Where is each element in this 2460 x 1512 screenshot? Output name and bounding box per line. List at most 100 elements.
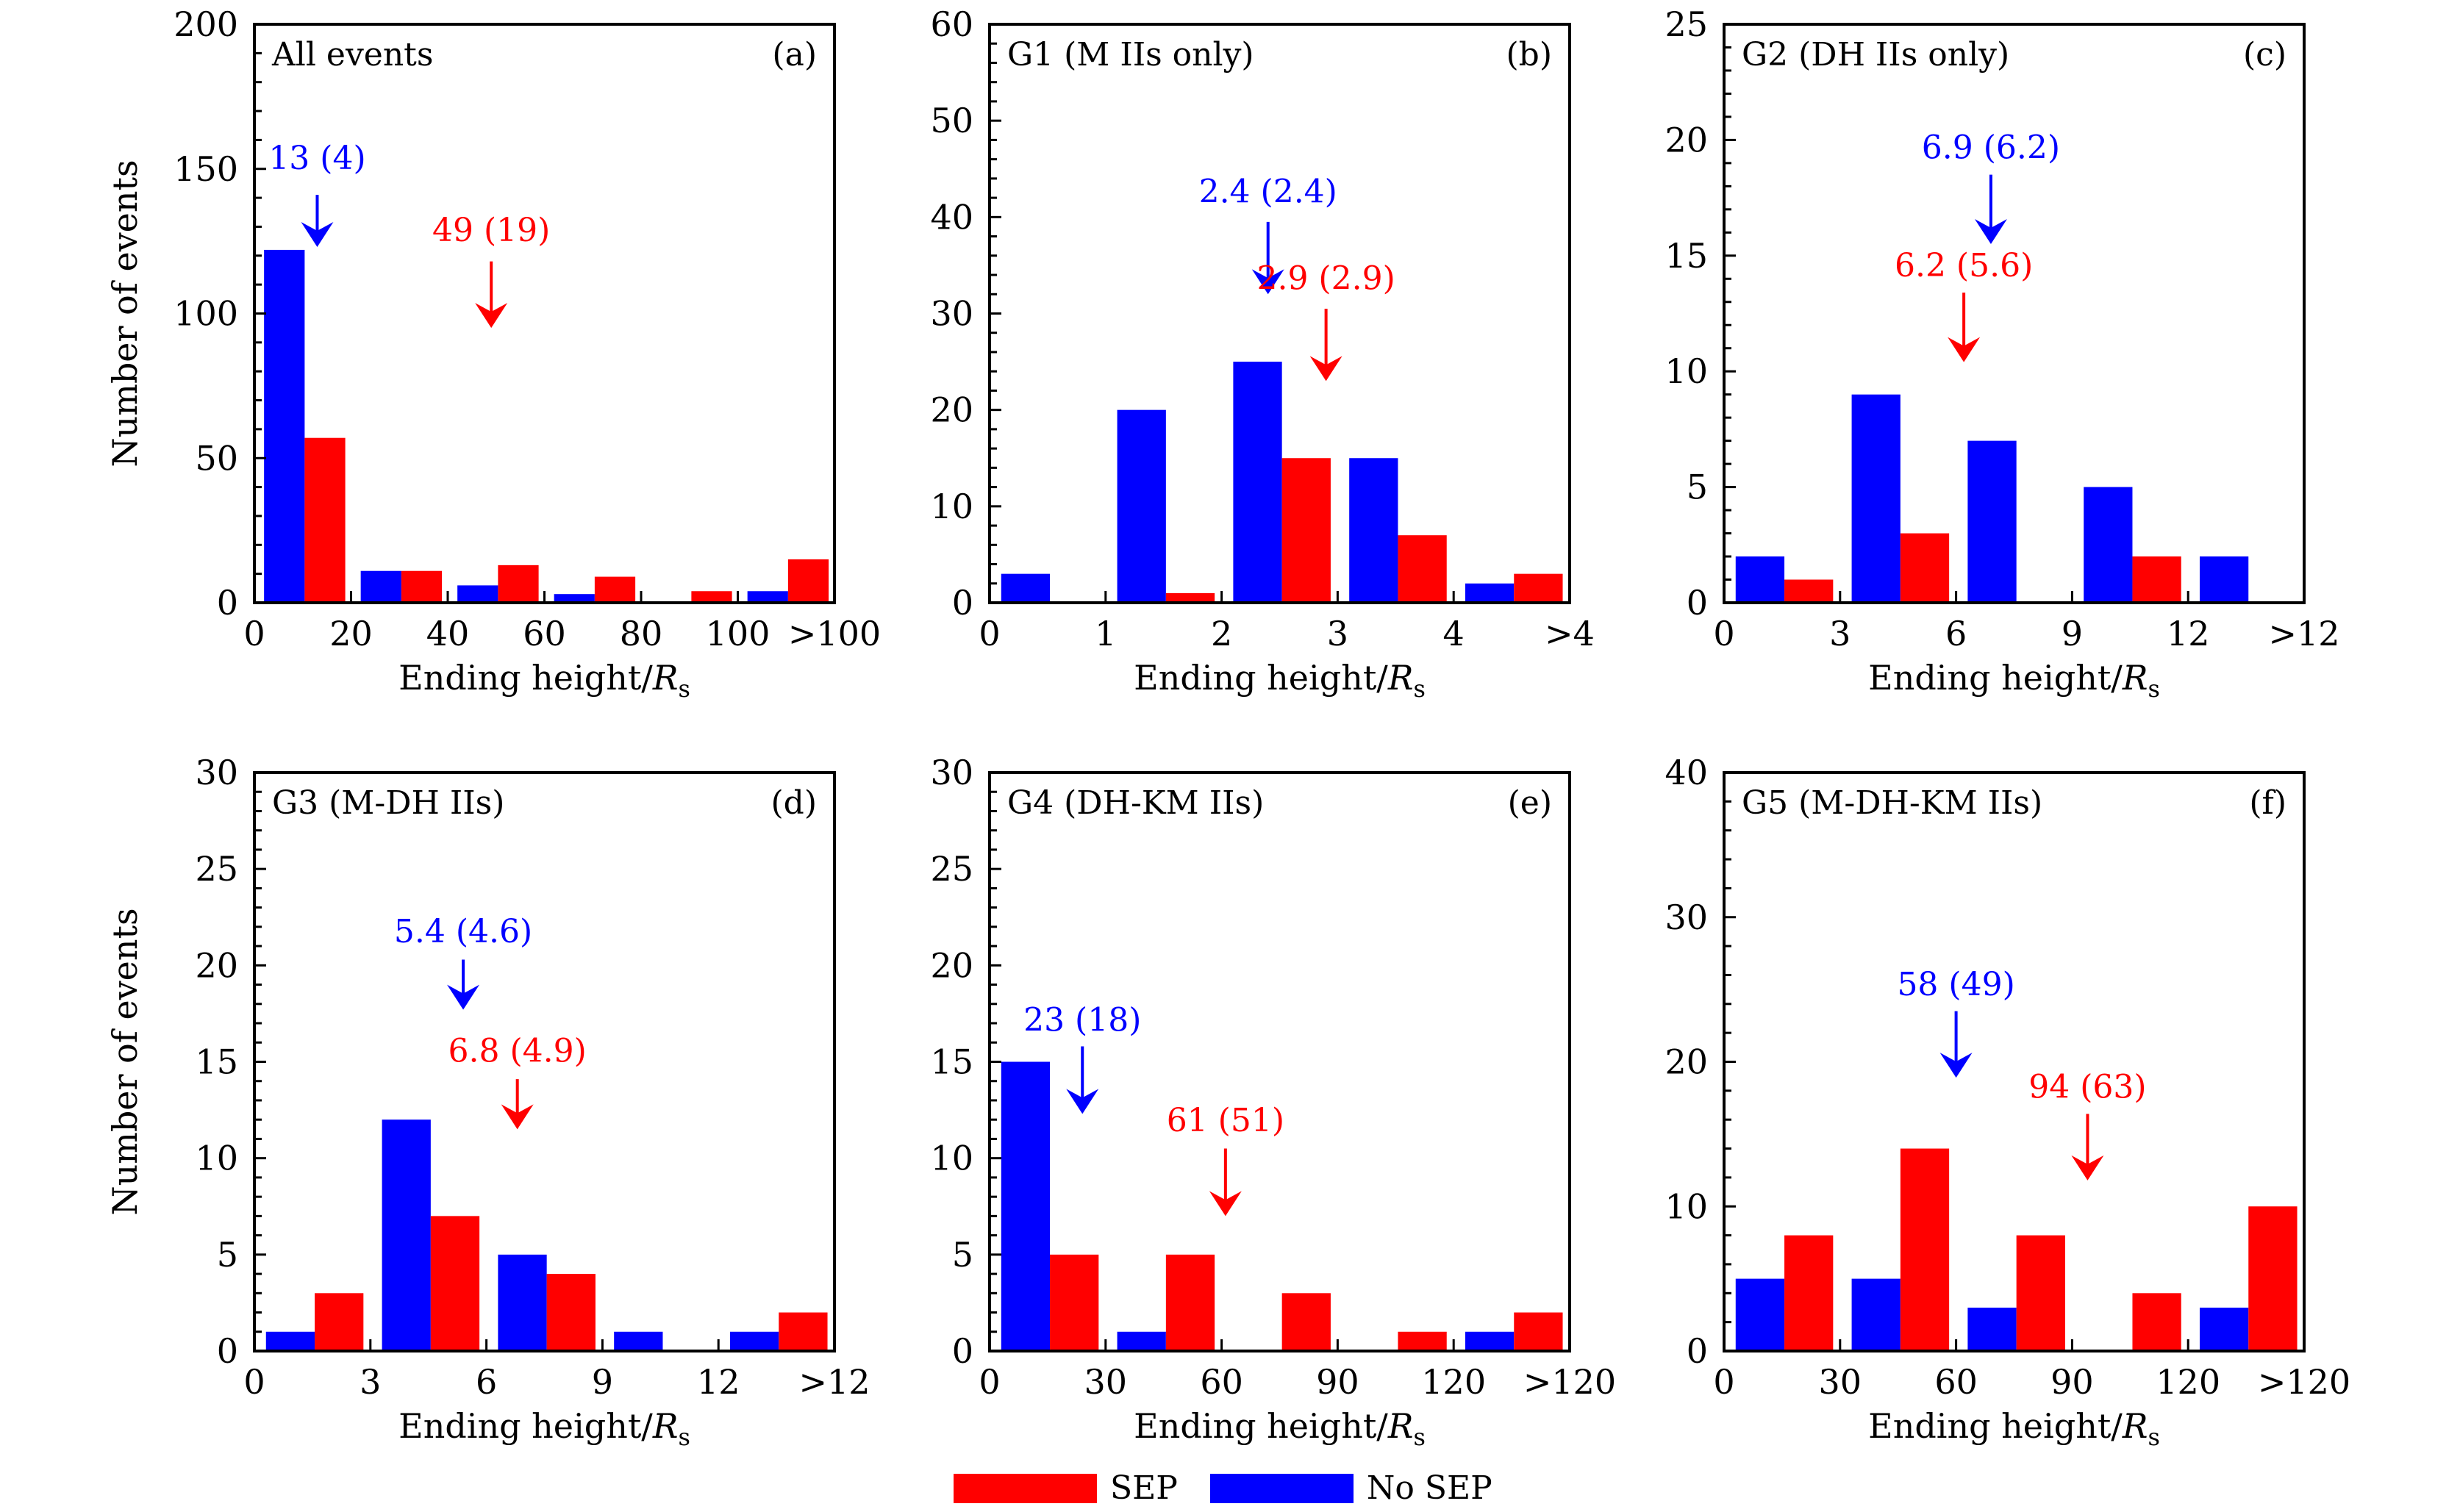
y-tick-label: 0 — [952, 1331, 973, 1371]
panel-f: 0 10 20 30 40 0 30 60 90 120 >120 G5 (M-DH-KM IIs) (… — [1665, 753, 2350, 1451]
arrow-down-icon — [1209, 1191, 1242, 1217]
panel-letter: (d) — [771, 784, 818, 822]
arrow-down-icon — [301, 221, 334, 247]
bar-no-sep — [1001, 573, 1051, 603]
y-tick-label: 15 — [1665, 236, 1708, 276]
bar-sep — [1165, 592, 1215, 603]
panel-letter: (b) — [1506, 36, 1553, 74]
y-tick-label: 10 — [930, 1139, 973, 1178]
y-axis-label: Number of events — [105, 160, 145, 467]
panel-c: 0 5 10 15 20 25 0 3 6 9 12 >12 G2 (DH IIs only) (c) En… — [1665, 4, 2339, 703]
x-tick-label: 80 — [620, 614, 663, 653]
bar-no-sep — [2084, 487, 2133, 603]
bar-no-sep — [1117, 409, 1166, 603]
bar-sep — [498, 565, 539, 603]
plot-frame — [1723, 23, 2306, 604]
x-tick-label: 100 — [706, 614, 770, 653]
x-tick-label: 0 — [979, 1362, 1000, 1402]
panel-title: G3 (M-DH IIs) — [272, 784, 504, 822]
bar-no-sep — [747, 591, 788, 603]
annotation-label-no-sep: 2.4 (2.4) — [1199, 173, 1337, 211]
bar-sep — [2016, 1235, 2065, 1351]
bar-no-sep — [1851, 1278, 1901, 1351]
y-tick-label: 30 — [195, 753, 238, 792]
y-tick-label: 0 — [1687, 583, 1708, 623]
x-axis-label: Ending height/Rs — [1868, 658, 2160, 703]
annotation-label-no-sep: 58 (49) — [1897, 966, 2014, 1003]
panel-title: G5 (M-DH-KM IIs) — [1742, 784, 2042, 822]
panel-e: 0 5 10 15 20 25 30 0 30 60 90 120 >120 G4 (DH-KM IIs)… — [930, 753, 1616, 1451]
x-tick-label: 4 — [1443, 614, 1465, 653]
y-tick-label: 5 — [952, 1235, 973, 1275]
y-tick-label: 40 — [1665, 753, 1708, 792]
bar-no-sep — [554, 594, 595, 603]
bar-no-sep — [265, 1331, 315, 1351]
bar-sep — [1514, 573, 1563, 603]
y-tick-label: 20 — [930, 945, 973, 985]
x-tick-label: 9 — [2062, 614, 2083, 653]
arrow-down-icon — [1066, 1089, 1099, 1114]
y-tick-label: 25 — [1665, 4, 1708, 44]
x-axis-label: Ending height/Rs — [1134, 1406, 1426, 1451]
annotation-label-no-sep: 13 (4) — [268, 140, 365, 177]
y-tick-label: 15 — [195, 1042, 238, 1082]
legend-item-no-sep: No SEP — [1209, 1469, 1492, 1507]
x-tick-label: >12 — [798, 1362, 870, 1402]
x-tick-label: >4 — [1545, 614, 1595, 653]
bar-no-sep — [264, 249, 305, 603]
bar-sep — [779, 1312, 828, 1351]
x-tick-label: 0 — [243, 1362, 265, 1402]
bar-no-sep — [457, 585, 498, 603]
bar-no-sep — [382, 1119, 431, 1351]
arrow-down-icon — [1251, 269, 1284, 295]
x-tick-label: 120 — [2156, 1362, 2220, 1402]
bar-sep — [1784, 1235, 1834, 1351]
bar-sep — [304, 437, 346, 603]
legend-swatch-no-sep — [1209, 1473, 1354, 1503]
y-tick-label: 30 — [930, 753, 973, 792]
legend-swatch-sep — [954, 1473, 1097, 1503]
x-tick-label: 0 — [1713, 1362, 1734, 1402]
y-tick-label: 30 — [930, 294, 973, 334]
y-tick-label: 10 — [930, 487, 973, 526]
panel-title: All events — [271, 36, 433, 74]
panel-letter: (f) — [2249, 784, 2286, 822]
y-tick-label: 150 — [174, 149, 238, 189]
panel-letter: (a) — [772, 36, 817, 74]
y-tick-label: 30 — [1665, 897, 1708, 937]
bar-no-sep — [1967, 440, 2017, 603]
y-tick-label: 0 — [217, 583, 238, 623]
y-tick-label: 20 — [930, 390, 973, 430]
legend-label-no-sep: No SEP — [1366, 1469, 1492, 1507]
x-axis-label: Ending height/Rs — [398, 658, 690, 703]
x-tick-label: 60 — [1934, 1362, 1978, 1402]
annotation-label-sep: 6.2 (5.6) — [1895, 247, 2033, 284]
x-tick-label: 3 — [1327, 614, 1348, 653]
arrow-down-icon — [447, 984, 480, 1010]
x-tick-label: 120 — [1421, 1362, 1486, 1402]
bar-sep — [315, 1293, 364, 1351]
x-tick-label: 12 — [2167, 614, 2210, 653]
x-tick-label: 3 — [1829, 614, 1851, 653]
legend-item-sep: SEP — [954, 1469, 1178, 1507]
x-tick-label: >100 — [788, 614, 881, 653]
y-tick-label: 25 — [195, 849, 238, 889]
x-tick-label: 6 — [476, 1362, 497, 1402]
bar-sep — [1050, 1254, 1099, 1351]
arrow-down-icon — [2071, 1155, 2104, 1180]
panel-title: G2 (DH IIs only) — [1742, 36, 2009, 74]
bar-no-sep — [1851, 394, 1901, 603]
y-tick-label: 10 — [1665, 1186, 1708, 1226]
y-tick-label: 5 — [217, 1235, 238, 1275]
bar-no-sep — [1967, 1307, 2017, 1351]
bar-sep — [787, 559, 829, 603]
bar-sep — [2132, 1293, 2181, 1351]
x-tick-label: 40 — [426, 614, 470, 653]
y-tick-label: 20 — [195, 945, 238, 985]
panel-letter: (c) — [2243, 36, 2286, 74]
annotation-label-sep: 61 (51) — [1167, 1102, 1284, 1139]
arrow-down-icon — [475, 303, 508, 329]
bar-no-sep — [1233, 362, 1282, 603]
x-tick-label: 60 — [523, 614, 566, 653]
